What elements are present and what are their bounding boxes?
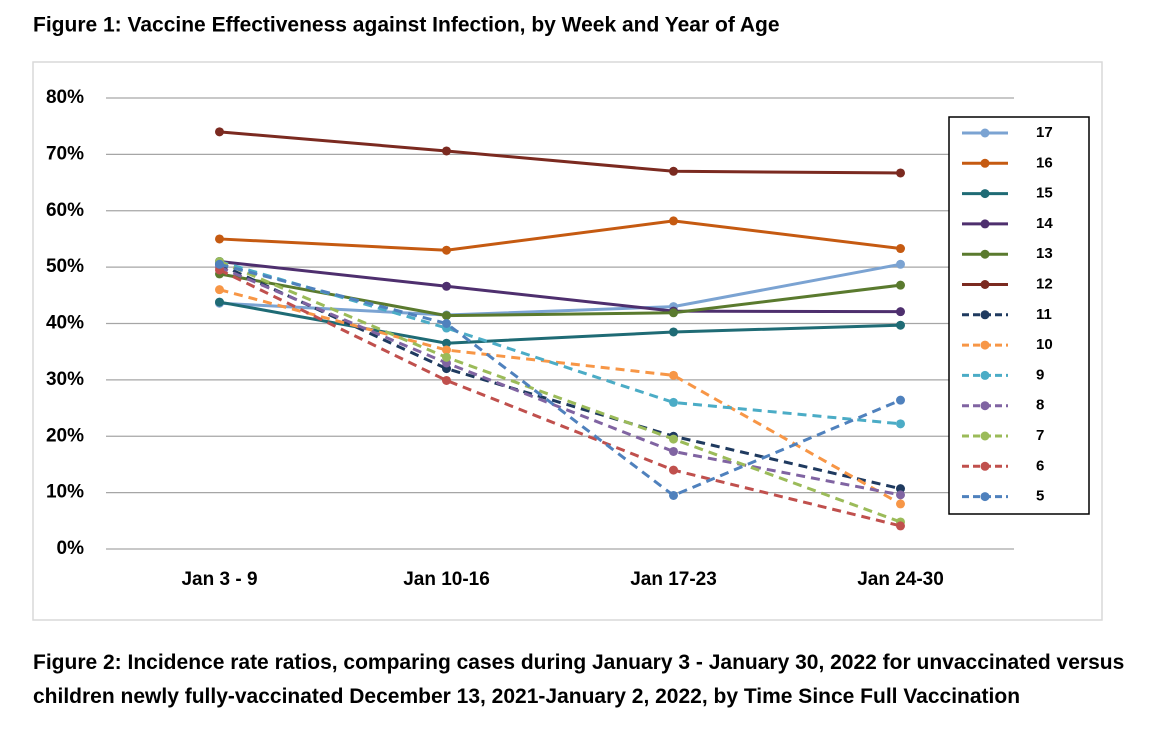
data-point xyxy=(896,419,905,429)
legend-marker xyxy=(980,128,990,138)
series-line xyxy=(219,288,902,506)
data-point xyxy=(669,327,678,337)
data-point xyxy=(896,499,905,509)
data-point xyxy=(669,216,678,226)
data-point xyxy=(442,281,451,291)
x-tick-label: Jan 24-30 xyxy=(857,569,944,590)
legend-marker xyxy=(980,158,990,168)
data-point xyxy=(896,168,905,178)
data-point xyxy=(896,307,905,317)
legend-label: 14 xyxy=(1036,215,1053,232)
data-point xyxy=(669,308,678,318)
y-tick-label: 80% xyxy=(46,87,84,108)
data-point xyxy=(896,395,905,405)
series-line xyxy=(218,260,902,524)
data-point xyxy=(896,244,905,254)
legend-label: 12 xyxy=(1036,275,1053,292)
x-tick-label: Jan 10-16 xyxy=(403,569,490,590)
legend-marker xyxy=(980,189,990,199)
data-point xyxy=(215,234,224,244)
legend-marker xyxy=(980,219,990,229)
y-tick-label: 10% xyxy=(46,482,84,503)
plot xyxy=(215,127,905,531)
data-point xyxy=(442,146,451,156)
legend-marker xyxy=(980,431,990,441)
series-line xyxy=(219,259,901,314)
legend-marker xyxy=(980,280,990,289)
y-tick-label: 70% xyxy=(46,143,84,164)
legend-label: 15 xyxy=(1036,185,1053,202)
data-point xyxy=(896,521,905,531)
legend-marker xyxy=(980,461,990,471)
data-point xyxy=(215,259,224,269)
legend-label: 6 xyxy=(1036,457,1044,474)
x-tick-label: Jan 3 - 9 xyxy=(181,569,257,590)
legend-marker xyxy=(980,401,990,411)
data-point xyxy=(669,166,678,176)
data-point xyxy=(442,375,451,385)
x-tick-label: Jan 17-23 xyxy=(630,569,717,590)
data-point xyxy=(896,259,905,269)
data-point xyxy=(442,338,451,348)
series-line xyxy=(219,262,902,498)
data-point xyxy=(215,297,224,307)
grid: 0% 10% 20% 30% 40% 50% 60% 70% 80% Jan 3 - 9 Jan 1… xyxy=(46,87,1014,590)
data-point xyxy=(669,370,678,380)
data-point xyxy=(669,490,678,500)
legend-label: 16 xyxy=(1036,154,1053,171)
data-point xyxy=(442,245,451,255)
data-point xyxy=(215,127,224,137)
legend-marker xyxy=(980,340,990,350)
y-tick-label: 0% xyxy=(57,538,85,559)
y-tick-label: 30% xyxy=(46,369,84,390)
series-line xyxy=(219,272,901,318)
y-tick-label: 60% xyxy=(46,200,84,221)
legend-marker xyxy=(980,492,990,502)
y-tick-label: 50% xyxy=(46,256,84,277)
legend-label: 13 xyxy=(1036,245,1053,262)
series-line xyxy=(218,268,901,528)
figure-caption: Figure 2: Incidence rate ratios, compari… xyxy=(33,651,1125,708)
legend-label: 10 xyxy=(1036,336,1053,353)
legend-marker xyxy=(980,370,990,380)
data-point xyxy=(669,397,678,407)
chart-frame xyxy=(32,61,1103,621)
data-point xyxy=(442,352,451,362)
series-line xyxy=(219,300,901,345)
data-point xyxy=(896,490,905,500)
data-point xyxy=(669,434,678,444)
chart-title: Figure 1: Vaccine Effectiveness against … xyxy=(33,14,780,37)
legend-label: 5 xyxy=(1036,488,1044,505)
legend-label: 11 xyxy=(1036,306,1052,323)
y-tick-label: 20% xyxy=(46,425,84,446)
data-point xyxy=(896,280,905,290)
data-point xyxy=(442,311,451,321)
data-point xyxy=(896,484,905,494)
chart: Figure 1: Vaccine Effectiveness against … xyxy=(32,14,1103,621)
data-point xyxy=(669,465,678,475)
legend-box xyxy=(948,116,1090,515)
series-line xyxy=(219,130,901,175)
data-point xyxy=(442,345,451,355)
series-line xyxy=(219,260,901,426)
legend-label: 7 xyxy=(1036,427,1044,444)
data-point xyxy=(442,319,451,328)
y-tick-label: 40% xyxy=(46,313,84,334)
legend-marker xyxy=(980,249,990,259)
data-point xyxy=(215,285,224,295)
legend-label: 8 xyxy=(1036,397,1044,414)
series-line xyxy=(219,219,901,252)
legend-label: 9 xyxy=(1036,366,1044,383)
series-line xyxy=(218,265,901,497)
legend: 17 16 15 14 13 12 11 10 9 8 7 6 5 xyxy=(962,124,1053,505)
data-point xyxy=(896,320,905,330)
data-point xyxy=(669,446,678,456)
legend-label: 17 xyxy=(1036,124,1053,141)
legend-marker xyxy=(980,310,990,320)
